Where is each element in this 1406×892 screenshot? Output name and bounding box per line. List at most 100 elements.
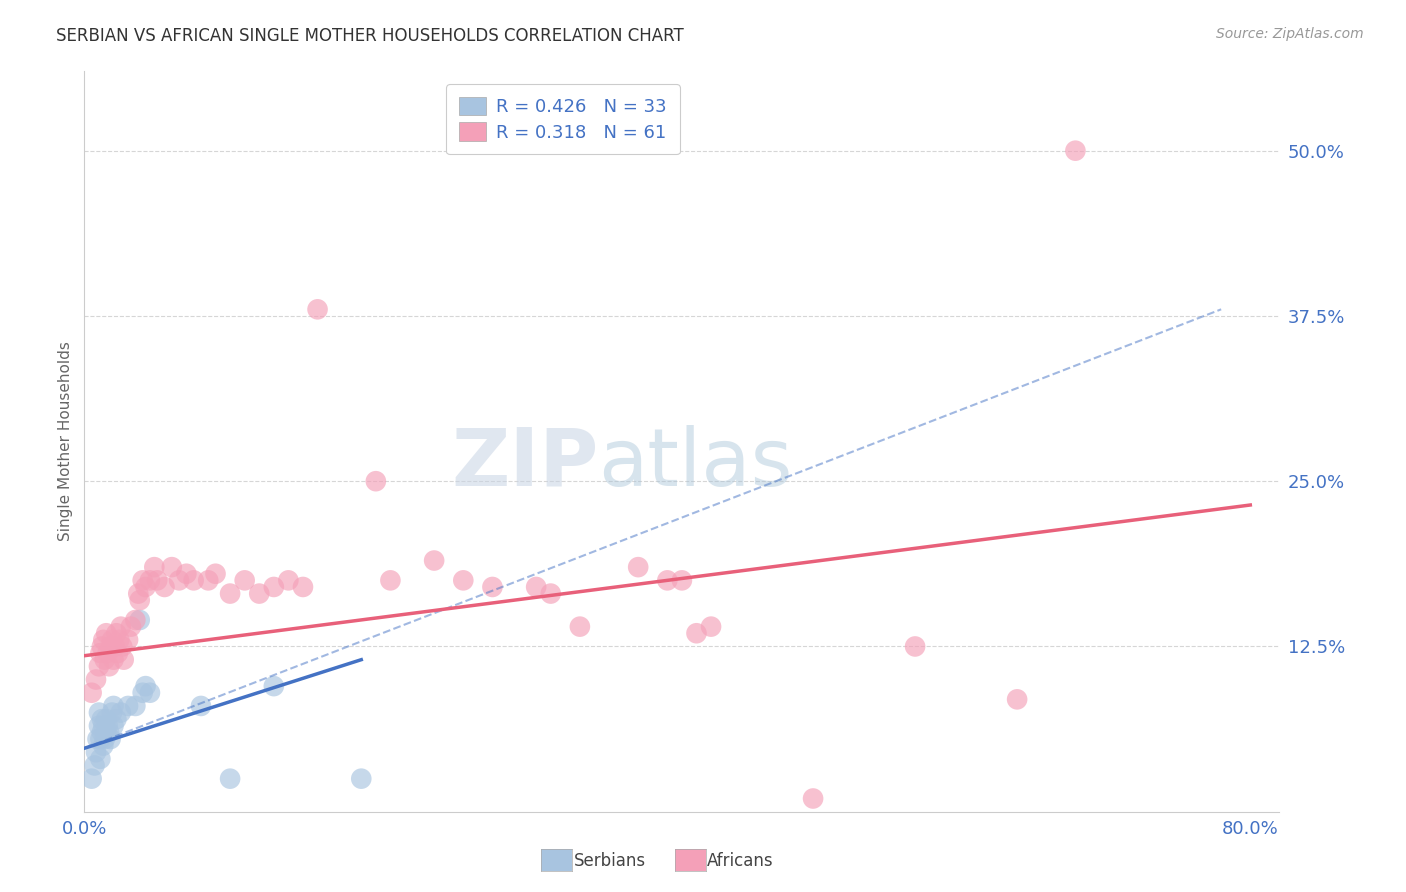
Point xyxy=(135,580,157,594)
Point xyxy=(124,698,146,713)
Point xyxy=(131,686,153,700)
Point xyxy=(91,632,114,647)
Point xyxy=(97,646,120,660)
Point xyxy=(657,574,679,588)
Point xyxy=(801,791,824,805)
Point xyxy=(110,706,132,720)
Point xyxy=(80,772,103,786)
Text: atlas: atlas xyxy=(599,425,793,503)
Point xyxy=(685,626,707,640)
Point xyxy=(247,586,270,600)
Point xyxy=(160,560,183,574)
Point xyxy=(124,613,146,627)
Point xyxy=(112,653,135,667)
Point xyxy=(127,586,149,600)
Point xyxy=(627,560,650,574)
Text: Serbians: Serbians xyxy=(574,852,645,870)
Point xyxy=(90,712,112,726)
Point xyxy=(89,731,111,746)
Point xyxy=(91,739,114,753)
Point xyxy=(139,574,162,588)
Point xyxy=(135,679,157,693)
Point xyxy=(524,580,547,594)
Point xyxy=(80,686,103,700)
Point xyxy=(700,619,723,633)
Point xyxy=(100,640,122,654)
Point xyxy=(197,574,219,588)
Point xyxy=(96,725,118,739)
Point xyxy=(453,574,475,588)
Point xyxy=(233,574,256,588)
Point xyxy=(117,698,139,713)
Point xyxy=(97,719,120,733)
Point xyxy=(307,302,329,317)
Point xyxy=(103,698,125,713)
Point xyxy=(263,679,285,693)
Point xyxy=(90,640,112,654)
Point xyxy=(86,731,108,746)
Text: SERBIAN VS AFRICAN SINGLE MOTHER HOUSEHOLDS CORRELATION CHART: SERBIAN VS AFRICAN SINGLE MOTHER HOUSEHO… xyxy=(56,27,683,45)
Point xyxy=(100,731,122,746)
Point xyxy=(96,712,118,726)
Point xyxy=(91,719,114,733)
Point xyxy=(364,474,387,488)
Point xyxy=(219,586,242,600)
Point xyxy=(84,745,107,759)
Point xyxy=(350,772,373,786)
Point xyxy=(904,640,927,654)
Point xyxy=(183,574,205,588)
Point xyxy=(291,580,314,594)
Point xyxy=(131,574,153,588)
Point xyxy=(87,719,110,733)
Text: Source: ZipAtlas.com: Source: ZipAtlas.com xyxy=(1216,27,1364,41)
Point xyxy=(481,580,503,594)
Point xyxy=(84,673,107,687)
Point xyxy=(128,613,150,627)
Text: ZIP: ZIP xyxy=(451,425,599,503)
Point xyxy=(204,566,226,581)
Point xyxy=(98,725,121,739)
Point xyxy=(94,731,117,746)
Point xyxy=(107,646,129,660)
Point xyxy=(87,659,110,673)
Y-axis label: Single Mother Households: Single Mother Households xyxy=(58,342,73,541)
Point xyxy=(111,640,134,654)
Point xyxy=(146,574,169,588)
Point xyxy=(263,580,285,594)
Point xyxy=(89,646,111,660)
Point xyxy=(110,619,132,633)
Point xyxy=(108,632,131,647)
Point xyxy=(87,706,110,720)
Point xyxy=(540,586,562,600)
Point xyxy=(128,593,150,607)
Point xyxy=(176,566,198,581)
Point xyxy=(1005,692,1028,706)
Point xyxy=(671,574,693,588)
Legend: R = 0.426   N = 33, R = 0.318   N = 61: R = 0.426 N = 33, R = 0.318 N = 61 xyxy=(446,84,679,154)
Point xyxy=(277,574,299,588)
Point xyxy=(98,659,121,673)
Text: Africans: Africans xyxy=(707,852,773,870)
Point xyxy=(96,626,118,640)
Point xyxy=(117,632,139,647)
Point xyxy=(105,712,128,726)
Point xyxy=(190,698,212,713)
Point xyxy=(104,640,127,654)
Point xyxy=(89,752,111,766)
Point xyxy=(90,725,112,739)
Point xyxy=(219,772,242,786)
Point xyxy=(568,619,591,633)
Point xyxy=(1064,144,1087,158)
Point xyxy=(143,560,166,574)
Point xyxy=(103,719,125,733)
Point xyxy=(101,632,124,647)
Point xyxy=(83,758,105,772)
Point xyxy=(153,580,176,594)
Point xyxy=(101,706,124,720)
Point xyxy=(103,653,125,667)
Point xyxy=(120,619,142,633)
Point xyxy=(105,626,128,640)
Point xyxy=(167,574,190,588)
Point xyxy=(139,686,162,700)
Point xyxy=(94,653,117,667)
